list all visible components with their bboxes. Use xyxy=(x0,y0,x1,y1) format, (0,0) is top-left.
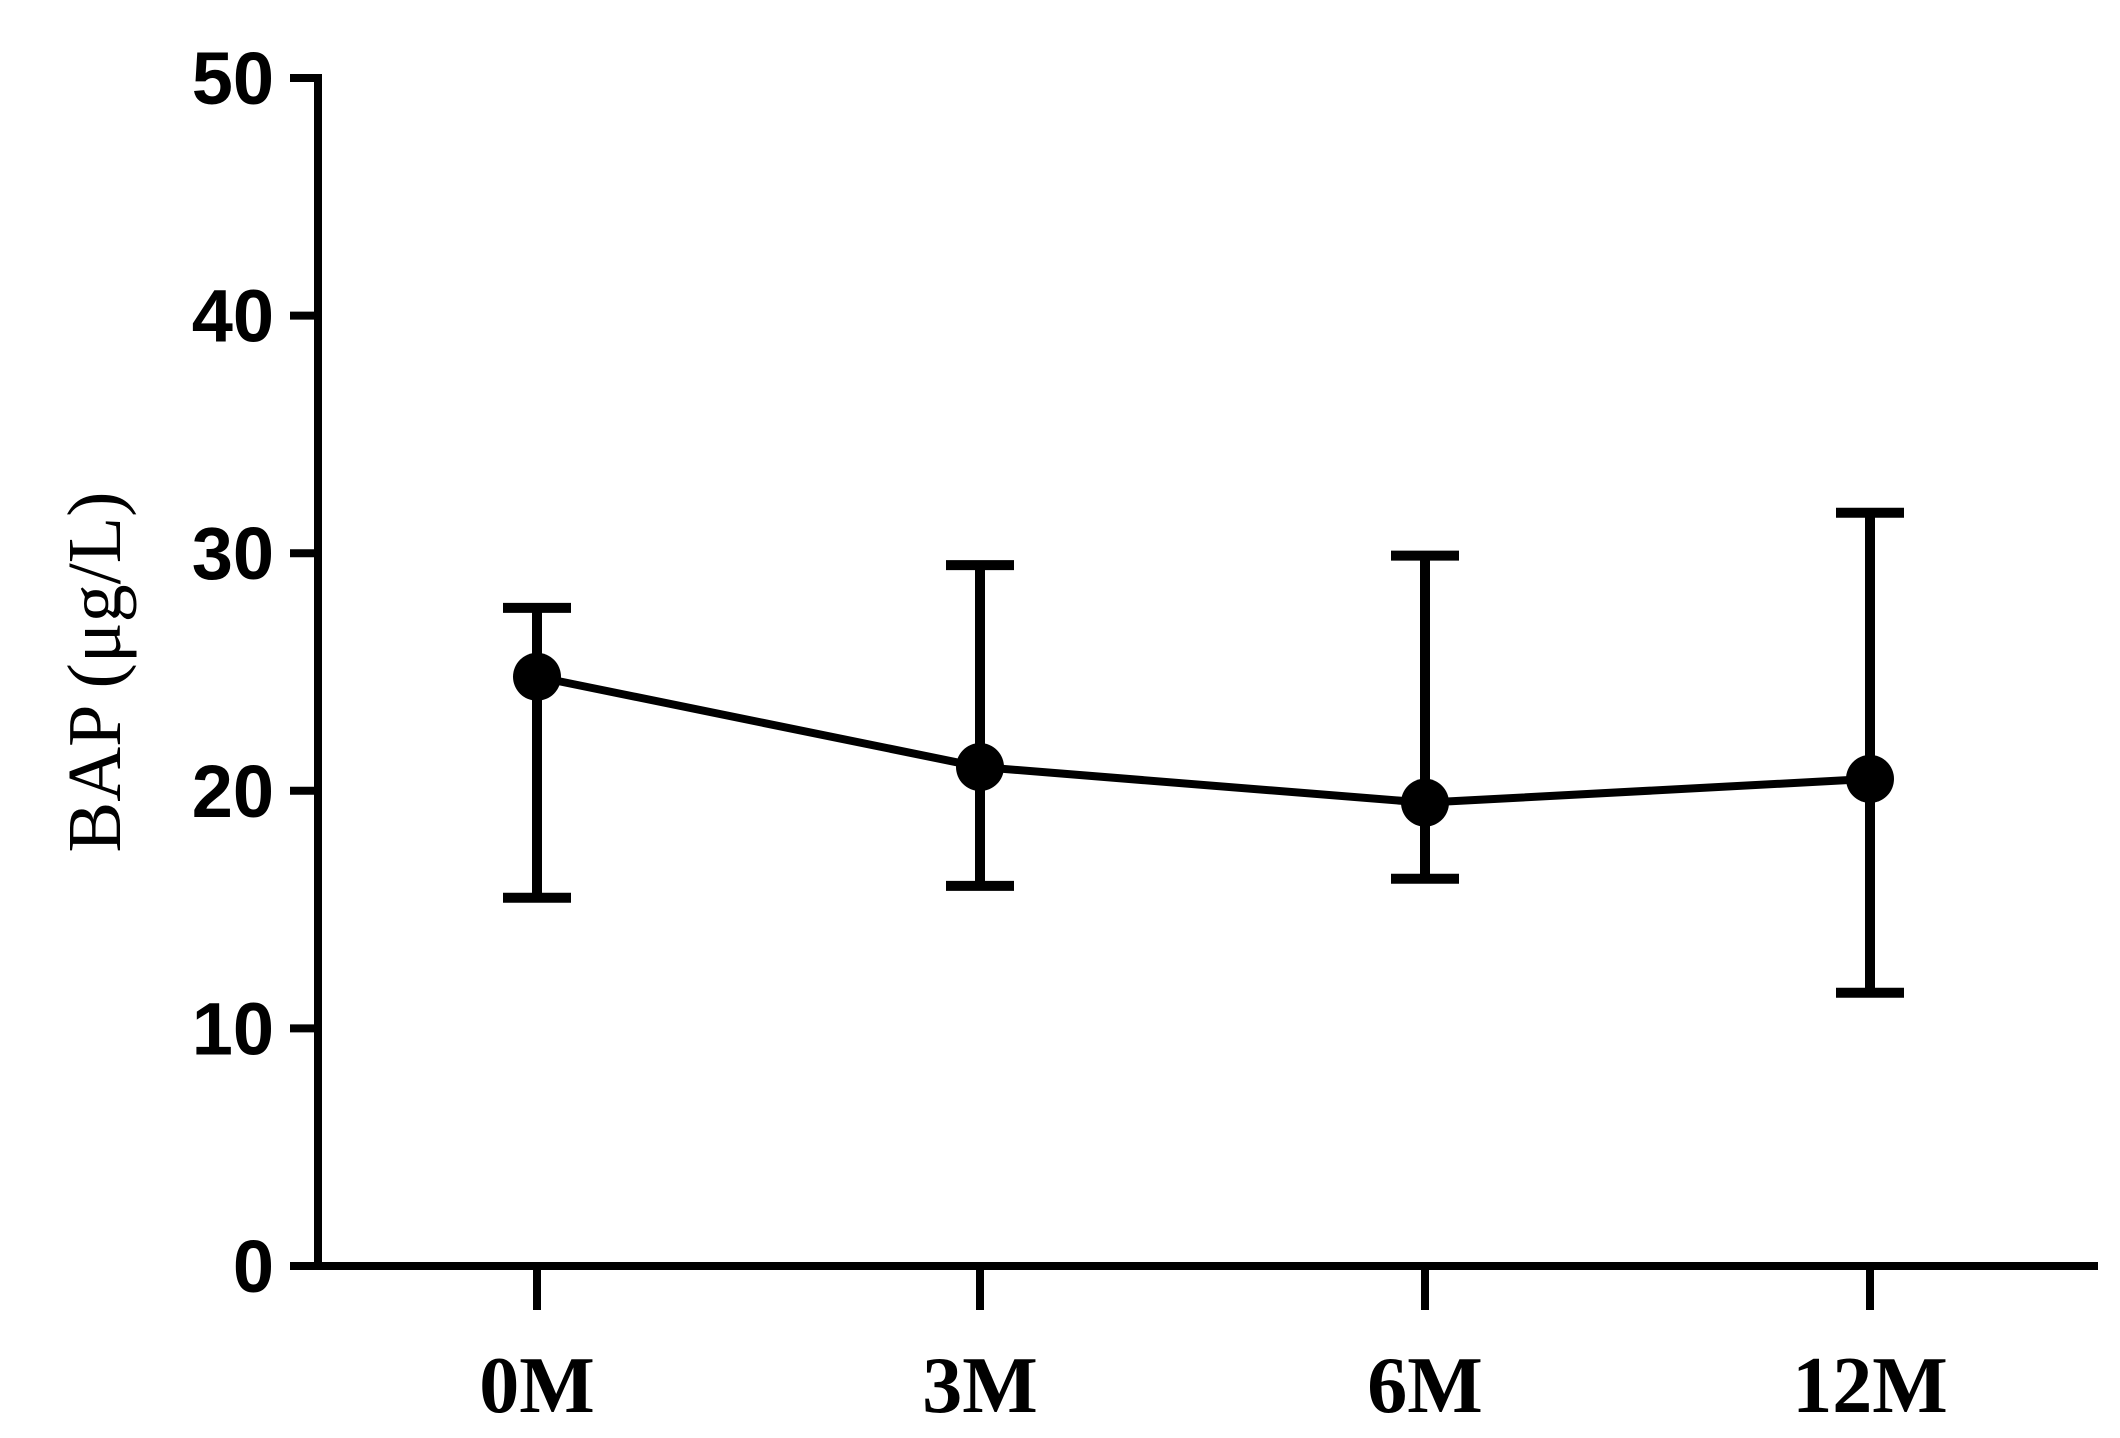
x-tick-label: 3M xyxy=(922,1342,1038,1430)
x-axis-ticks: 0M 3M 6M 12M xyxy=(479,1266,1948,1430)
data-series xyxy=(503,507,1904,998)
data-point xyxy=(1401,778,1449,827)
error-bar xyxy=(503,602,571,903)
y-tick-label: 30 xyxy=(192,512,274,595)
data-point xyxy=(513,652,561,701)
y-axis-ticks: 0 10 20 30 40 50 xyxy=(192,37,318,1308)
error-bar xyxy=(1836,507,1904,998)
data-point xyxy=(956,743,1004,792)
y-tick-label: 10 xyxy=(192,987,274,1070)
y-tick-label: 40 xyxy=(192,275,274,358)
series-line xyxy=(536,672,1871,807)
y-tick-label: 50 xyxy=(192,37,274,120)
data-point xyxy=(1846,754,1894,803)
x-tick-label: 0M xyxy=(479,1342,595,1430)
error-bar xyxy=(946,560,1014,891)
x-tick-label: 6M xyxy=(1367,1342,1483,1430)
y-tick-label: 0 xyxy=(233,1225,274,1308)
y-axis-title: BAP (μg/L) xyxy=(53,492,137,853)
y-tick-label: 20 xyxy=(192,750,274,833)
axes xyxy=(314,74,2098,1270)
x-tick-label: 12M xyxy=(1792,1342,1948,1430)
error-bar xyxy=(1391,550,1459,884)
